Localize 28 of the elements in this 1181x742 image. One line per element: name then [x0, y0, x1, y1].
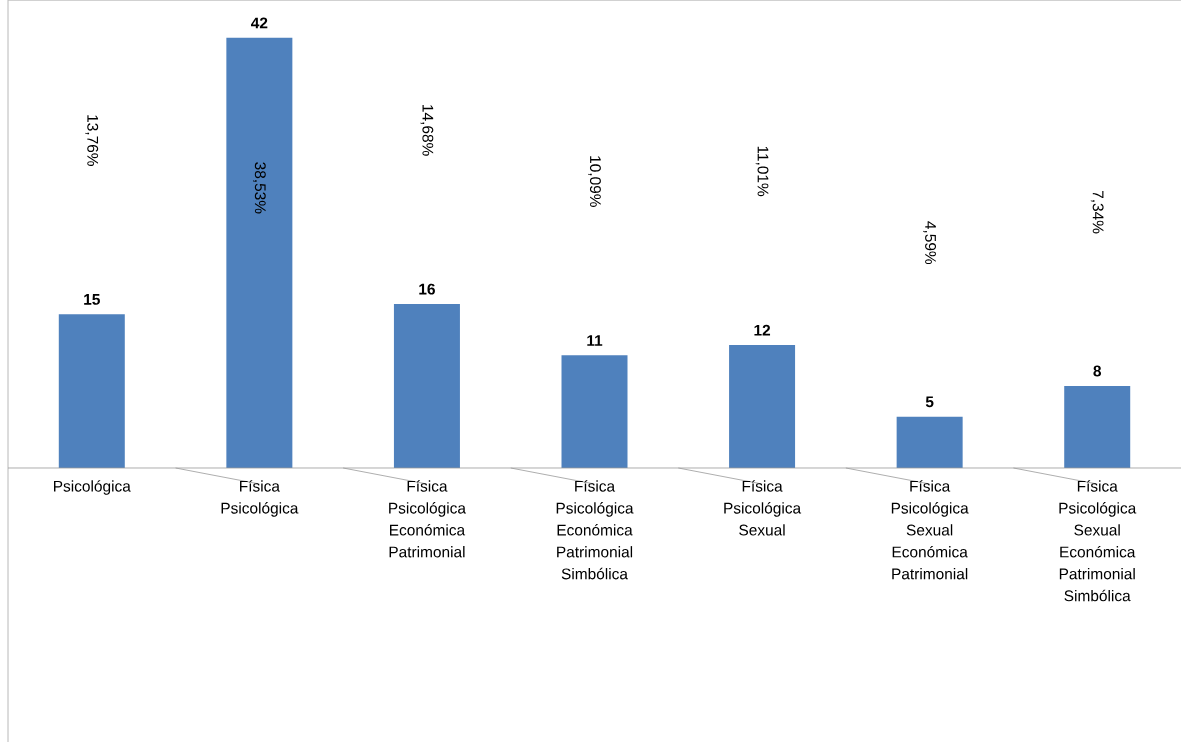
bar [561, 355, 628, 468]
bar [226, 37, 293, 468]
x-tick-label: Física Psicológica Económica Patrimonial [389, 480, 466, 558]
bar [729, 345, 796, 468]
annotation: 14,68% [420, 105, 434, 156]
bar [58, 314, 125, 468]
bar [896, 416, 963, 468]
data-label: 15 [84, 294, 100, 305]
bar [393, 304, 460, 468]
x-tick-label: Física Psicológica Sexual Económica Patrimonial [891, 480, 969, 580]
annotation: 10,09% [588, 156, 601, 207]
annotation: 13,76% [85, 115, 99, 166]
annotation: 7,34% [1090, 190, 1104, 234]
annotation: 4,59% [923, 221, 937, 265]
data-label: 16 [419, 283, 435, 295]
x-tick-label: Física Psicológica Económica Patrimonial Simbólica [556, 480, 634, 580]
data-label: 42 [251, 17, 268, 29]
annotation: 38,53% [252, 162, 266, 214]
x-tick-label: Psicológica [54, 480, 131, 495]
data-label: 11 [587, 335, 603, 346]
bar [1064, 386, 1131, 468]
x-tick-label: Física Psicológica Sexual [724, 480, 802, 536]
x-tick-label: Física Psicológica Sexual Económica Patrimonial Simbólica [1059, 480, 1137, 602]
data-label: 5 [925, 396, 934, 408]
annotation: 11,01% [755, 146, 769, 197]
data-label: 12 [754, 324, 771, 336]
data-label: 8 [1093, 365, 1102, 377]
x-tick-label: Física Psicológica [221, 480, 299, 517]
